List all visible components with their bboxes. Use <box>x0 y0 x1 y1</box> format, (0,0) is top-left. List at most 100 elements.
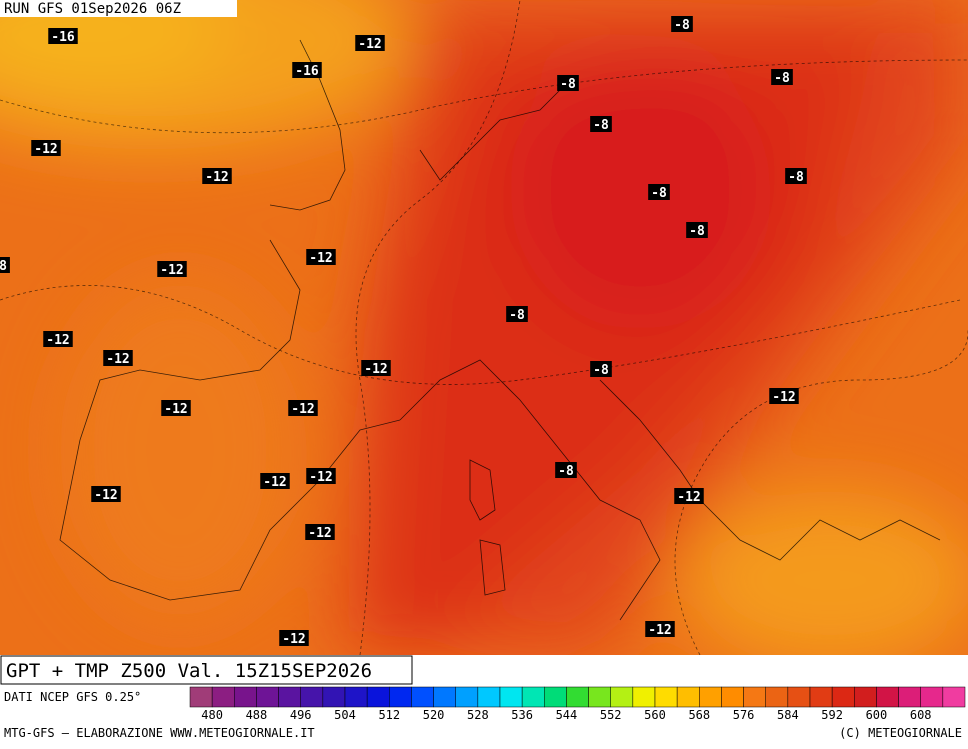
scale-swatch <box>699 686 722 708</box>
title-box <box>0 655 413 685</box>
label-box <box>0 257 10 273</box>
isotherm-label: -12 <box>306 468 336 485</box>
label-box <box>674 488 704 504</box>
isotherm-label: -8 <box>506 306 528 323</box>
scale-tick-label: 520 <box>423 708 445 722</box>
isotherm-label: -12 <box>157 261 187 278</box>
label-box <box>91 486 121 502</box>
isotherm-labels: -16 -12 -8 -8 -16 -8 -8 -12 -12 -8 -8 -8 -12 -12 8 -12 -… <box>0 16 807 647</box>
isotherm-label: -12 <box>355 35 385 52</box>
label-text: -12 <box>164 402 187 417</box>
label-text: -8 <box>674 18 690 33</box>
scale-swatch <box>787 686 811 708</box>
label-box <box>306 468 336 484</box>
label-text: -12 <box>282 632 305 647</box>
scale-tick-label: 576 <box>733 708 755 722</box>
scale-swatch <box>566 686 589 708</box>
label-text: -12 <box>772 390 795 405</box>
scale-swatch <box>610 686 634 708</box>
isotherm-label: -12 <box>306 249 336 266</box>
isotherm-label: -12 <box>645 621 675 638</box>
scale-tick-label: 552 <box>600 708 622 722</box>
label-box <box>43 331 73 347</box>
label-text: -12 <box>106 352 129 367</box>
scale-swatch <box>366 686 390 708</box>
isotherm-label: -12 <box>43 331 73 348</box>
label-text: -12 <box>648 623 671 638</box>
scale-swatch <box>499 686 523 708</box>
isotherm-label: -8 <box>590 361 612 378</box>
isotherms <box>0 0 968 655</box>
map-field <box>0 0 968 655</box>
label-text: -12 <box>205 170 228 185</box>
credit-label: MTG-GFS – ELABORAZIONE WWW.METEOGIORNALE… <box>4 726 315 740</box>
isotherm-label: -12 <box>288 400 318 417</box>
scale-swatch <box>898 686 921 708</box>
isotherm-label: -8 <box>648 184 670 201</box>
label-box <box>769 388 799 404</box>
isotherm-label: -12 <box>91 486 121 503</box>
scale-swatch <box>234 686 257 708</box>
label-text: -8 <box>689 224 705 239</box>
label-text: -12 <box>308 526 331 541</box>
label-box <box>157 261 187 277</box>
label-text: -8 <box>558 464 574 479</box>
source-label: DATI NCEP GFS 0.25° <box>4 690 141 704</box>
label-text: -12 <box>160 263 183 278</box>
isotherm-label: -12 <box>674 488 704 505</box>
header-box <box>0 0 237 17</box>
scale-swatch <box>189 686 213 708</box>
scale-tick-label: 480 <box>201 708 223 722</box>
scale-swatch <box>455 686 479 708</box>
label-text: -12 <box>364 362 387 377</box>
isotherm-label: -12 <box>361 360 391 377</box>
label-box <box>590 116 612 132</box>
scale-tick-label: 568 <box>688 708 710 722</box>
scale-swatch <box>654 686 678 708</box>
label-box <box>557 75 579 91</box>
label-box <box>202 168 232 184</box>
label-box <box>31 140 61 156</box>
label-box <box>671 16 693 32</box>
label-text: -8 <box>593 363 609 378</box>
scale-tick-label: 504 <box>334 708 356 722</box>
label-box <box>645 621 675 637</box>
scale-swatch <box>765 686 789 708</box>
label-box <box>771 69 793 85</box>
scale-tick-label: 600 <box>866 708 888 722</box>
label-box <box>648 184 670 200</box>
label-box <box>288 400 318 416</box>
label-text: -8 <box>774 71 790 86</box>
label-box <box>279 630 309 646</box>
scale-swatch <box>920 686 944 708</box>
isotherm-label: -8 <box>671 16 693 33</box>
scale-swatch <box>477 686 501 708</box>
scale-swatch <box>831 686 855 708</box>
run-label: RUN GFS 01Sep2026 06Z <box>4 1 181 17</box>
scale-swatch <box>676 686 700 708</box>
label-box <box>292 62 322 78</box>
scale-swatch <box>854 686 877 708</box>
scale-swatch <box>322 686 346 708</box>
label-text: -16 <box>295 64 319 79</box>
scale-tick-label: 536 <box>511 708 533 722</box>
scale-tick-label: 608 <box>910 708 932 722</box>
label-text: -8 <box>593 118 609 133</box>
label-text: 8 <box>0 259 7 274</box>
label-box <box>686 222 708 238</box>
label-text: -12 <box>263 475 286 490</box>
isotherm-label: -12 <box>279 630 309 647</box>
label-text: -8 <box>788 170 804 185</box>
label-box <box>555 462 577 478</box>
scale-swatch <box>256 686 279 708</box>
label-box <box>361 360 391 376</box>
scale-swatch <box>344 686 368 708</box>
scale-tick-label: 496 <box>290 708 312 722</box>
scale-swatch <box>544 686 567 708</box>
scale-swatch <box>876 686 899 708</box>
isotherm-label: -12 <box>305 524 335 541</box>
label-box <box>306 249 336 265</box>
label-box <box>590 361 612 377</box>
label-text: -12 <box>309 251 332 266</box>
label-text: -8 <box>560 77 576 92</box>
